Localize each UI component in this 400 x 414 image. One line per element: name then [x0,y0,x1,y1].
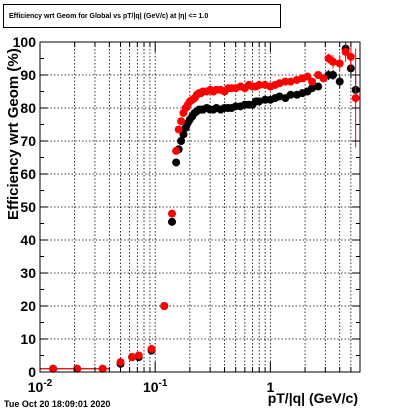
y-tick-label: 50 [20,199,36,215]
y-tick-label: 0 [28,364,36,380]
y-tick-label: 80 [20,100,36,116]
data-point [314,82,323,91]
datestamp: Tue Oct 20 18:09:01 2020 [4,399,111,409]
data-point [346,52,355,61]
data-point [179,130,188,139]
data-point [286,77,295,86]
data-point [168,217,177,226]
data-point [168,209,177,218]
data-point [147,344,156,353]
y-tick-label: 100 [13,34,37,50]
y-tick-label: 10 [20,331,36,347]
tick-labels: 0 10 20 30 40 50 60 70 80 90 100 10-2 10-1 1 [13,34,275,395]
data-point [329,71,338,79]
data-point [177,117,186,126]
x-tick-label: 1 [266,379,274,395]
data-point [128,353,137,362]
data-point [116,358,125,367]
data-point [329,57,338,66]
y-axis-label: Efficiency wrt Geom (%) [5,48,22,220]
y-tick-label: 70 [20,133,36,149]
data-point [255,80,264,89]
axis-ticks [39,41,361,373]
y-tick-label: 40 [20,232,36,248]
data-point [286,90,295,99]
data-point [335,77,344,86]
data-point [172,146,181,155]
x-tick-label: 10-2 [28,378,53,395]
data-point [351,94,360,103]
data-point [177,137,186,145]
data-series [40,42,360,373]
data-point [172,158,181,167]
data-point [308,77,317,86]
data-point [341,47,350,56]
chart-title: Efficiency wrt Geom for Global vs pT/|q|… [3,4,281,28]
y-tick-label: 20 [20,298,36,314]
y-tick-label: 60 [20,166,36,182]
data-point [174,125,183,134]
data-point [134,351,143,360]
x-axis-label: pT/|q| (GeV/c) [267,390,358,406]
data-point [308,84,317,93]
data-point [335,59,344,68]
data-point [319,74,328,83]
data-point [160,302,169,310]
x-tick-label: 10-1 [143,378,168,395]
y-tick-label: 90 [20,67,36,83]
chart-title-text: Efficiency wrt Geom for Global vs pT/|q|… [9,12,209,20]
y-tick-label: 30 [20,265,36,281]
